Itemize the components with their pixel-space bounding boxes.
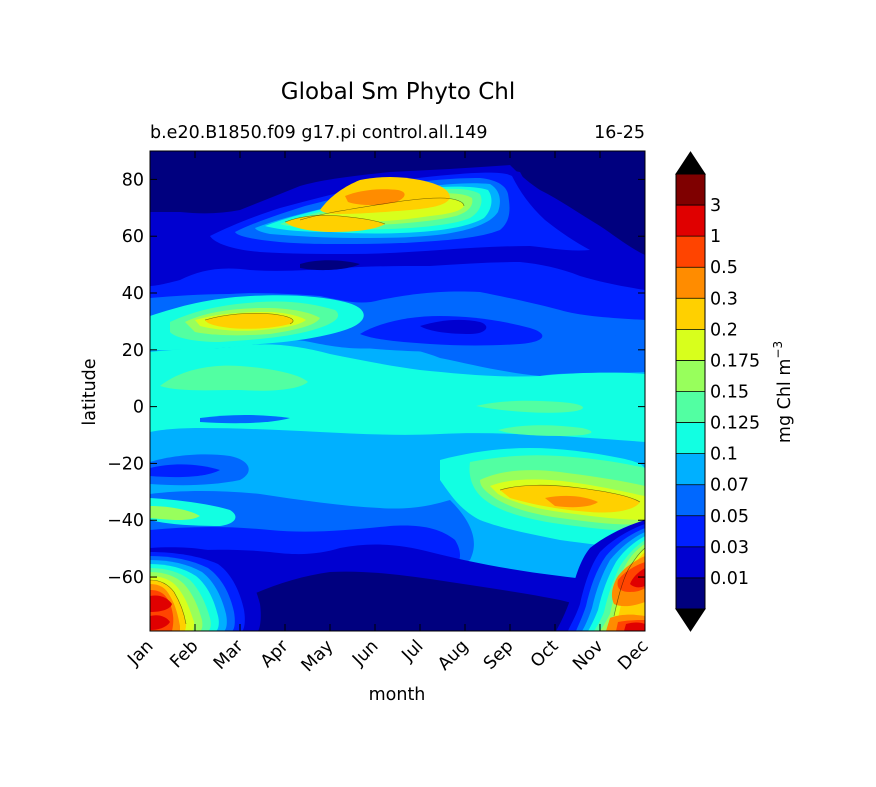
colorbar [675, 151, 706, 632]
contour-line-arctic-2 [284, 214, 386, 225]
colorbar-segment [676, 484, 705, 516]
x-tick-label: Jul [398, 636, 428, 666]
x-tick-label: Oct [527, 636, 563, 672]
colorbar-tick-label: 0.03 [710, 538, 749, 558]
colorbar-tick-label: 0.125 [710, 414, 760, 434]
colorbar-segment [676, 515, 705, 547]
colorbar-segment [676, 422, 705, 454]
y-tick-label: 60 [122, 227, 144, 247]
colorbar-tick-label: 0.1 [710, 445, 738, 465]
colorbar-segment [676, 267, 705, 299]
colorbar-segment [676, 391, 705, 423]
y-tick-label: 40 [122, 284, 144, 304]
x-tick-label: Feb [166, 636, 202, 672]
contour-natl-0.2 [205, 313, 294, 329]
y-tick-label: 0 [133, 398, 144, 418]
colorbar-tick-label: 0.07 [710, 476, 749, 496]
contour-island-0.05-s [150, 464, 220, 478]
colorbar-tick-label: 0.15 [710, 383, 749, 403]
x-tick-label: May [298, 636, 338, 676]
colorbar-segment [676, 174, 705, 206]
chart-subtitle-left: b.e20.B1850.f09 g17.pi control.all.149 [150, 123, 487, 143]
colorbar-tick-label: 3 [710, 196, 721, 216]
y-axis: 80 60 40 20 0 −20 −40 −60 [107, 170, 645, 588]
colorbar-segment [676, 205, 705, 237]
colorbar-segment [676, 360, 705, 392]
contour-lines [150, 197, 645, 625]
colorbar-tick-label: 0.175 [710, 351, 760, 371]
contour-island-0.01-n [300, 260, 360, 271]
contour-south-0.01 [240, 571, 605, 631]
x-tick-label: Jan [124, 636, 158, 670]
y-tick-label: 20 [122, 341, 144, 361]
y-tick-label: −20 [107, 454, 144, 474]
contour-line-antL [150, 579, 187, 625]
colorbar-label: mg Chl m−3 [771, 341, 795, 443]
colorbar-tick-label: 0.3 [710, 289, 738, 309]
contour-line-arctic [299, 197, 465, 221]
colorbar-segment [676, 329, 705, 361]
y-tick-label: −40 [107, 511, 144, 531]
colorbar-extend-under [675, 608, 706, 632]
chart-subtitle-right: 16-25 [594, 123, 645, 143]
colorbar-segment [676, 298, 705, 330]
x-tick-label: Apr [257, 636, 293, 672]
x-tick-label: Sep [480, 636, 517, 673]
colorbar-segment [676, 453, 705, 485]
x-axis-label: month [369, 685, 426, 705]
contour-line-sbloom [499, 484, 641, 503]
contour-antL-3b [150, 615, 170, 630]
x-tick-label: Jun [348, 636, 382, 670]
colorbar-tick-label: 1 [710, 227, 721, 247]
contour-north-0.01 [150, 151, 645, 255]
colorbar-tick-label: 0.5 [710, 258, 738, 278]
contour-line-natl [204, 312, 294, 325]
colorbar-label-exponent: −3 [771, 341, 785, 359]
x-tick-label: Mar [210, 636, 248, 674]
contour-field [150, 151, 645, 631]
contour-line-antR [613, 547, 645, 617]
colorbar-tick-label: 0.05 [710, 507, 749, 527]
y-axis-label: latitude [80, 358, 100, 425]
colorbar-ticks: 0.01 0.03 0.05 0.07 0.1 0.125 0.15 0.175 0.2 0.3 0… [676, 196, 760, 589]
x-tick-label: Aug [434, 636, 472, 674]
y-tick-label: 80 [122, 170, 144, 190]
colorbar-segment [676, 546, 705, 578]
contour-sbloom-mid-0.15 [150, 506, 200, 520]
contour-eq-patch-0.125d [498, 425, 592, 436]
colorbar-tick-label: 0.2 [710, 320, 738, 340]
chart-title: Global Sm Phyto Chl [281, 79, 515, 105]
contour-ngyre-0.03 [420, 319, 487, 334]
contour-arctic-0.3-b [285, 215, 385, 232]
contour-antR-3 [630, 568, 645, 588]
plot-frame [149, 150, 646, 632]
colorbar-segment [676, 577, 705, 609]
contour-antL-3a [150, 595, 172, 612]
colorbar-extend-over [675, 151, 706, 175]
y-tick-label: −60 [107, 568, 144, 588]
colorbar-tick-label: 0.01 [710, 569, 749, 589]
contour-sbloom-0.3 [545, 495, 598, 508]
contour-arctic-0.5 [345, 189, 405, 205]
colorbar-segment [676, 236, 705, 268]
contour-island-0.07-mid [200, 415, 290, 424]
colorbar-label-text: mg Chl m [775, 359, 795, 444]
contour-eq-patch-0.125b [160, 365, 308, 391]
x-tick-label: Nov [569, 636, 607, 674]
x-tick-label: Dec [614, 636, 652, 674]
contour-eq-patch-0.125c [476, 400, 583, 413]
contour-antR-bottom-3 [624, 622, 645, 631]
